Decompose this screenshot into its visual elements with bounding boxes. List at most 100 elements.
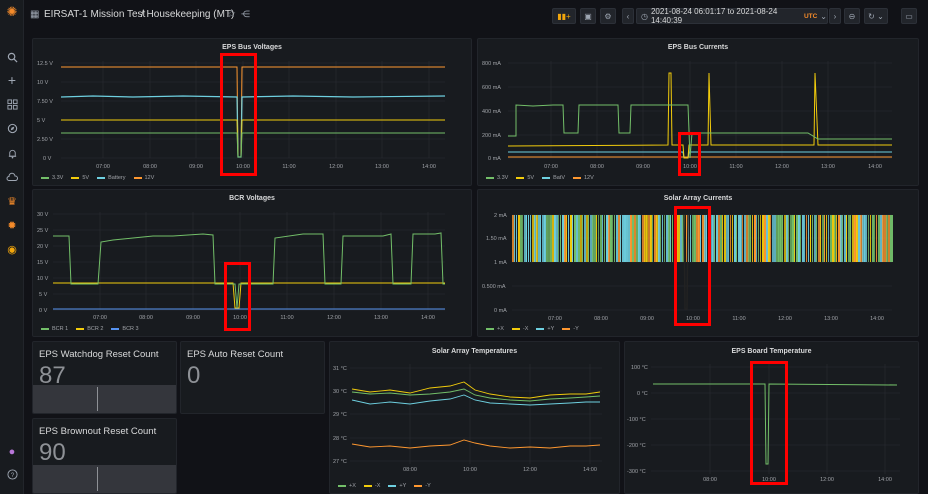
stat-value: 0 (187, 362, 201, 389)
explore-icon[interactable] (4, 120, 20, 136)
x-tick: 07:00 (93, 315, 107, 321)
search-icon[interactable] (4, 49, 20, 65)
x-tick: 14:00 (583, 467, 597, 473)
panel-bcr-voltages[interactable]: BCR Voltages 30 V 25 V 20 V 15 V 10 V 5 … (32, 189, 472, 337)
top-navbar: ▦ EIRSAT-1 Mission Test / Housekeeping (… (24, 0, 928, 32)
y-tick: 0 mA (488, 156, 501, 162)
y-tick: 15 V (37, 260, 49, 266)
x-tick: 13:00 (375, 164, 389, 170)
legend-item[interactable]: +X (338, 483, 356, 489)
legend-item[interactable]: -X (363, 483, 380, 489)
zoom-out-icon[interactable]: ⊖ (844, 8, 860, 24)
legend-item[interactable]: -X (511, 326, 528, 332)
legend: 3.3V 5V Battery 12V (41, 175, 154, 181)
legend-item[interactable]: BCR 1 (41, 326, 68, 332)
plugin-icon[interactable]: ✹ (7, 219, 17, 232)
legend-item[interactable]: +X (486, 326, 504, 332)
stat-title: EPS Watchdog Reset Count (39, 349, 159, 360)
legend-item[interactable]: +Y (536, 326, 554, 332)
y-tick: 20 V (37, 244, 49, 250)
settings-icon[interactable]: ⚙ (600, 8, 616, 24)
legend-item[interactable]: -Y (414, 483, 431, 489)
tv-mode-icon[interactable]: ▭ (901, 8, 917, 24)
legend-item[interactable]: 5V (71, 175, 89, 181)
alerting-icon[interactable] (4, 145, 20, 161)
dashboard-title[interactable]: / Housekeeping (MT) (141, 9, 235, 20)
chevron-down-icon: ⌄ (820, 11, 827, 21)
panel-watchdog-reset-count[interactable]: EPS Watchdog Reset Count 87 (32, 341, 177, 414)
y-tick: 30 °C (333, 389, 347, 395)
time-range-text: 2021-08-24 06:01:17 to 2021-08-24 14:40:… (650, 7, 778, 25)
plus-icon[interactable]: + (7, 72, 17, 88)
x-tick: 10:00 (683, 164, 697, 170)
legend: +X -X +Y -Y (338, 483, 431, 489)
legend-item[interactable]: 12V (133, 175, 154, 181)
y-tick: 10 V (37, 80, 49, 86)
grafana-logo-icon[interactable]: ✺ (6, 4, 18, 19)
dashboards-icon[interactable]: ▦ (30, 9, 40, 20)
legend-item[interactable]: +Y (388, 483, 406, 489)
panel-brownout-reset-count[interactable]: EPS Brownout Reset Count 90 (32, 418, 177, 494)
x-tick: 10:00 (762, 477, 776, 483)
y-tick: 0 V (43, 156, 52, 162)
board-temp-graph: 100 °C 0 °C -100 °C -200 °C -300 °C 08:0… (627, 364, 900, 483)
star-icon[interactable]: ☆ (227, 9, 236, 20)
legend-item[interactable]: Battery (97, 175, 126, 181)
y-tick: 7.50 V (37, 99, 53, 105)
time-range-picker[interactable]: ◷ 2021-08-24 06:01:17 to 2021-08-24 14:4… (636, 7, 828, 25)
x-tick: 12:00 (329, 164, 343, 170)
legend-item[interactable]: BCR 3 (111, 326, 139, 332)
refresh-button[interactable]: ↻ ⌄ (864, 8, 888, 24)
add-panel-button[interactable]: ▮▮+ (552, 8, 576, 24)
x-tick: 08:00 (590, 164, 604, 170)
globe-icon[interactable]: ◉ (7, 243, 17, 256)
y-tick: 0 °C (637, 391, 648, 397)
y-tick: 100 °C (631, 365, 648, 371)
panel-solar-array-currents[interactable]: Solar Array Currents 2 mA 1.50 mA 1 mA 0… (477, 189, 919, 337)
legend-item[interactable]: -Y (562, 326, 579, 332)
save-icon[interactable]: ▣ (580, 8, 596, 24)
dashboards-icon[interactable] (4, 96, 20, 112)
y-tick: -300 °C (627, 469, 646, 475)
legend-item[interactable]: 5V (516, 175, 534, 181)
y-tick: 1.50 mA (486, 236, 507, 242)
x-tick: 11:00 (280, 315, 293, 321)
legend-item[interactable]: BatV (542, 175, 565, 181)
plugin-icon[interactable]: ♛ (7, 195, 17, 208)
stat-value: 90 (39, 439, 66, 466)
time-forward-icon[interactable]: › (829, 8, 841, 24)
x-tick: 14:00 (870, 316, 884, 322)
x-tick: 08:00 (594, 316, 608, 322)
panel-title: EPS Bus Voltages (222, 44, 282, 51)
panel-solar-array-temperatures[interactable]: Solar Array Temperatures 31 °C 30 °C 29 … (329, 341, 620, 494)
cloud-icon[interactable] (4, 169, 20, 185)
x-tick: 14:00 (422, 164, 436, 170)
y-tick: 5 V (39, 292, 48, 298)
breadcrumb-folder[interactable]: EIRSAT-1 Mission Test (44, 9, 146, 20)
x-tick: 13:00 (824, 316, 838, 322)
x-tick: 10:00 (686, 316, 700, 322)
avatar-icon[interactable]: ● (8, 446, 16, 458)
legend-item[interactable]: 12V (573, 175, 594, 181)
legend-item[interactable]: 3.3V (41, 175, 63, 181)
legend: +X -X +Y -Y (486, 326, 579, 332)
panel-title: BCR Voltages (229, 195, 275, 202)
y-tick: 30 V (37, 212, 49, 218)
series-bcr1 (53, 232, 445, 309)
time-back-icon[interactable]: ‹ (622, 8, 634, 24)
series-plus-x (351, 388, 601, 402)
panel-title: EPS Bus Currents (667, 44, 729, 51)
y-tick: 400 mA (482, 109, 501, 115)
panel-auto-reset-count[interactable]: EPS Auto Reset Count 0 (180, 341, 325, 414)
legend-item[interactable]: BCR 2 (76, 326, 103, 332)
y-tick: 31 °C (333, 366, 347, 372)
share-icon[interactable]: ⋲ (241, 9, 250, 19)
x-tick: 14:00 (421, 315, 435, 321)
highlight-box (224, 262, 251, 331)
legend-item[interactable]: 3.3V (486, 175, 508, 181)
x-tick: 14:00 (868, 164, 882, 170)
series-minus-x (351, 381, 601, 399)
bcr-voltages-graph: 30 V 25 V 20 V 15 V 10 V 5 V 0 V 07:00 0… (37, 212, 445, 321)
help-icon[interactable]: ? (4, 466, 20, 482)
panel-eps-bus-voltages[interactable]: EPS Bus Voltages 12.5 V 10 V 7.50 V 5 V … (32, 38, 472, 186)
